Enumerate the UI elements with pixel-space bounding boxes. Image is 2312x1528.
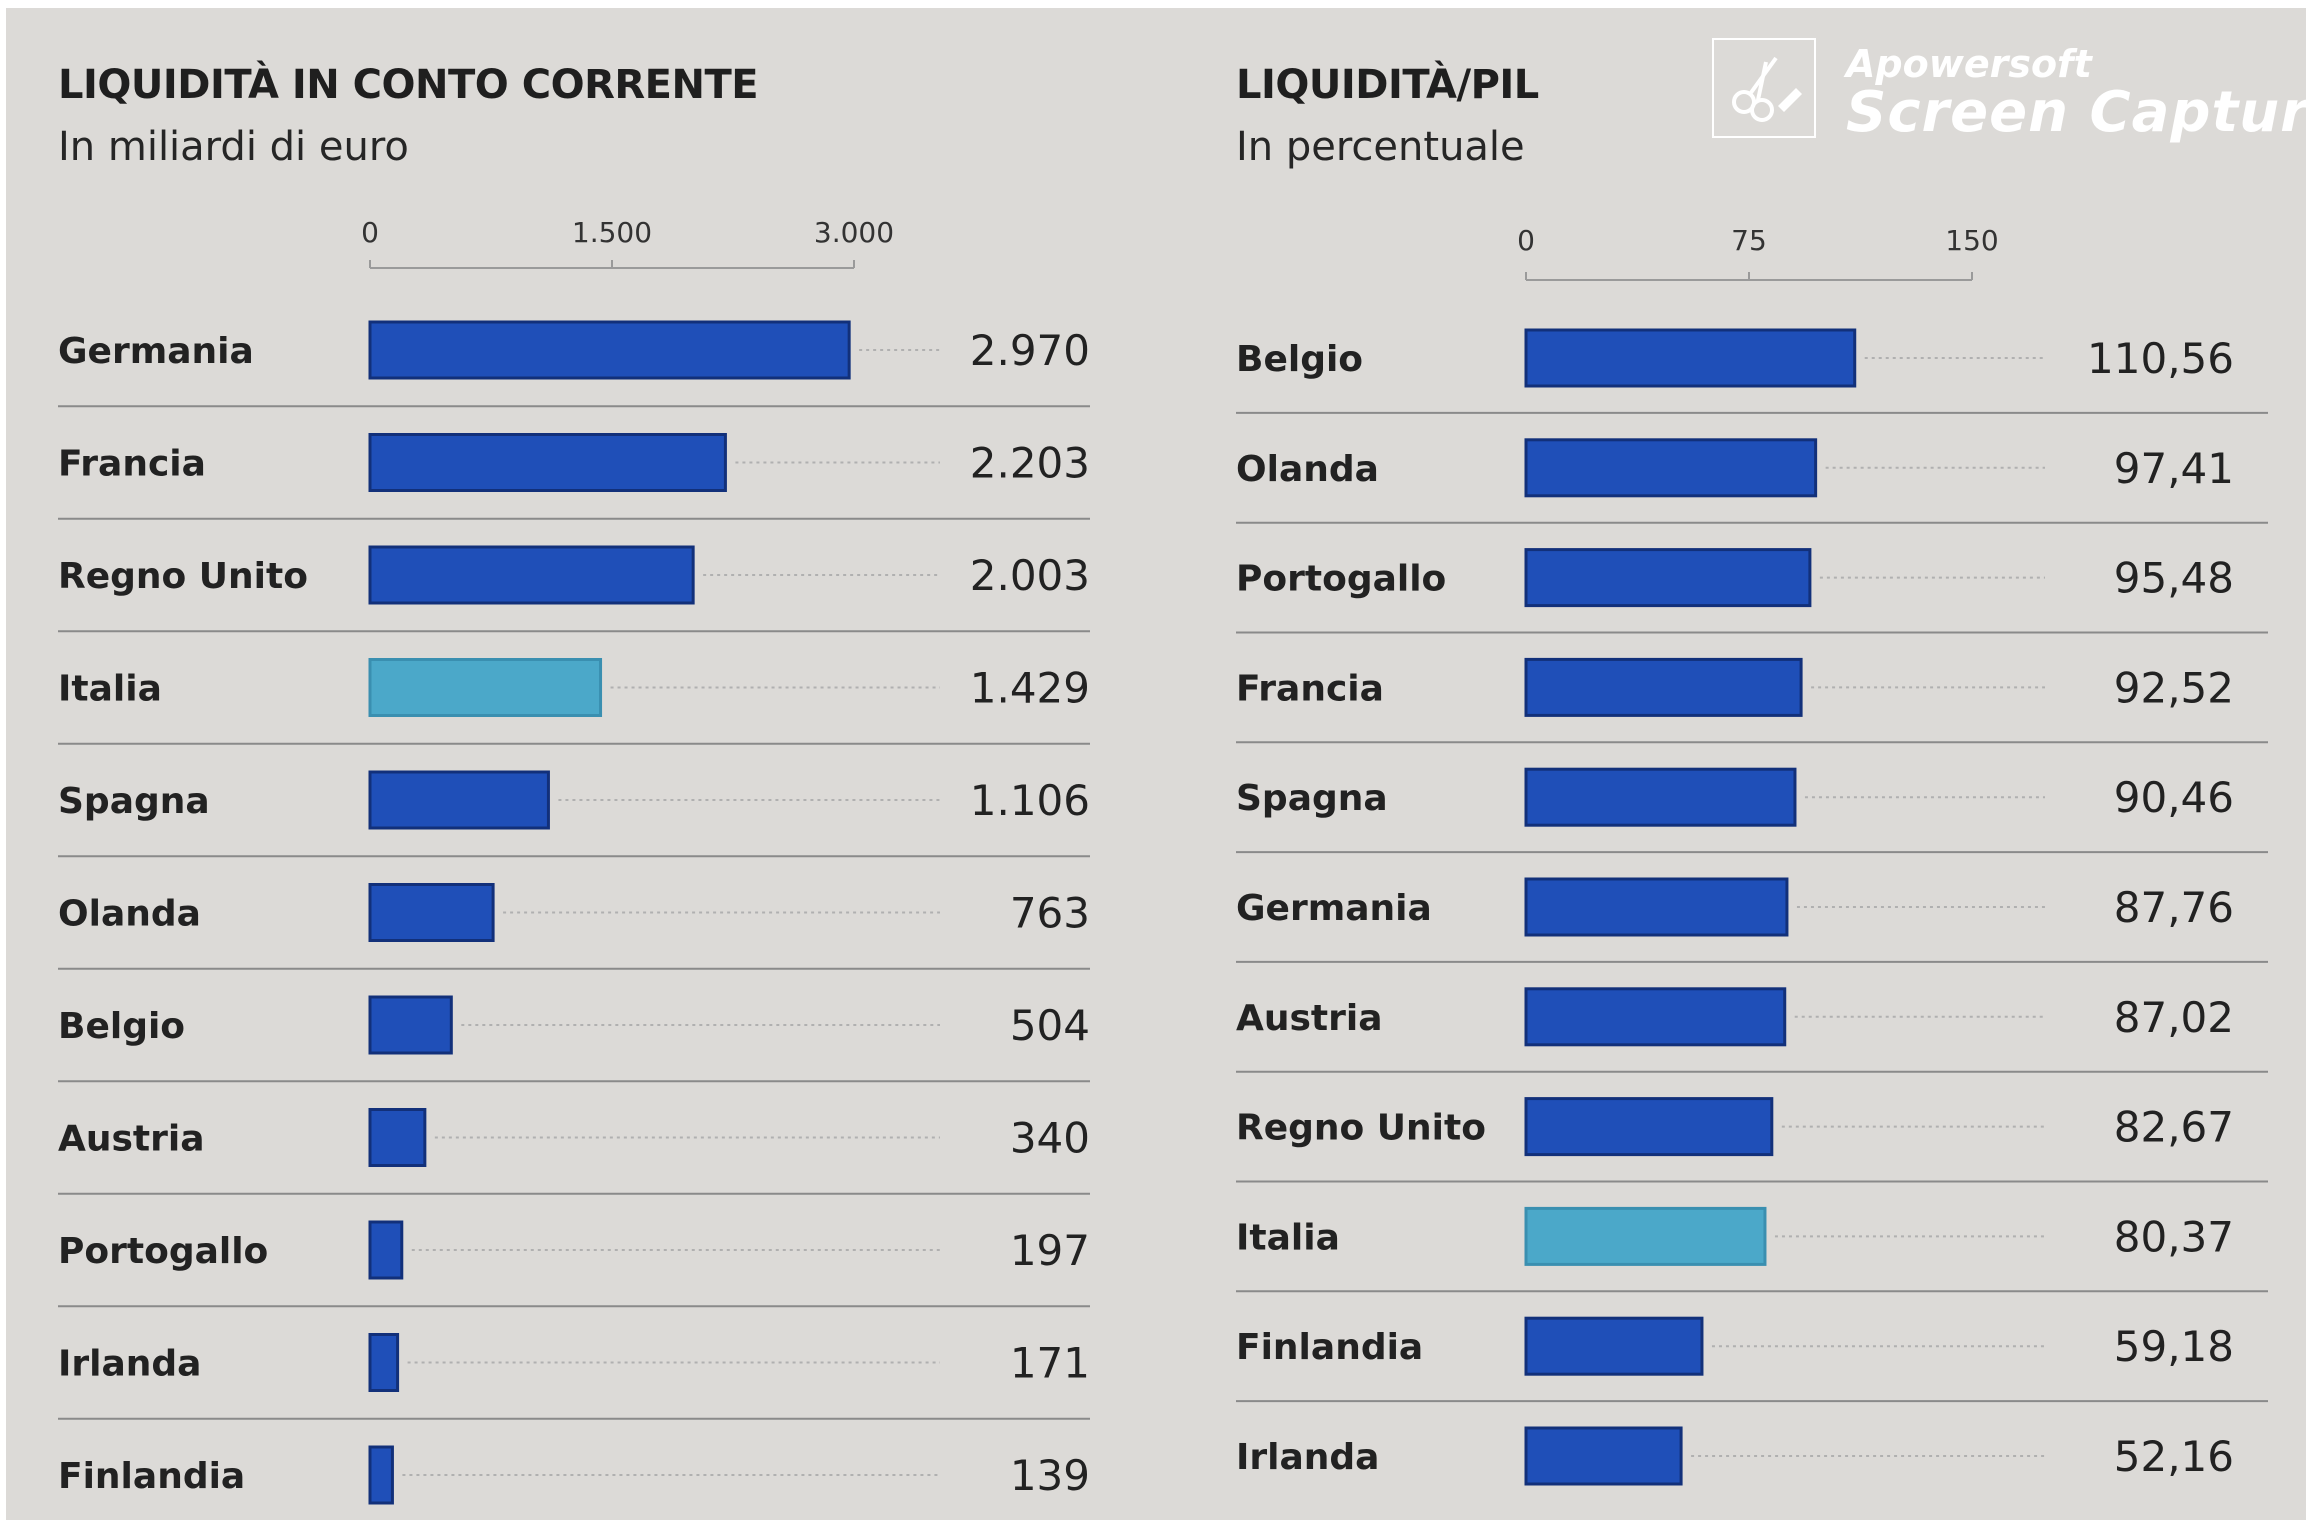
bar — [368, 995, 453, 1055]
category-label: Germania — [58, 331, 254, 372]
bar — [1524, 438, 1818, 498]
tick-label: 0 — [1517, 224, 1535, 257]
tick-label: 0 — [361, 216, 379, 249]
category-label: Finlandia — [1236, 1327, 1423, 1368]
category-label: Regno Unito — [1236, 1108, 1486, 1149]
left-chart-subtitle: In miliardi di euro — [58, 124, 409, 170]
value-label: 80,37 — [2114, 1212, 2234, 1261]
value-label: 197 — [1010, 1226, 1090, 1275]
value-label: 92,52 — [2114, 663, 2234, 712]
category-label: Spagna — [58, 781, 210, 822]
value-label: 87,76 — [2114, 883, 2234, 932]
watermark-product: Screen Capture — [1846, 80, 2312, 145]
category-label: Belgio — [1236, 339, 1363, 380]
category-label: Portogallo — [1236, 559, 1446, 600]
bar — [1524, 548, 1812, 608]
value-label: 110,56 — [2087, 334, 2234, 383]
value-label: 763 — [1010, 889, 1090, 938]
bar — [368, 770, 550, 830]
value-label: 2.970 — [970, 326, 1090, 375]
bar — [368, 883, 495, 942]
value-label: 87,02 — [2114, 993, 2234, 1042]
value-label: 139 — [1010, 1451, 1090, 1500]
value-label: 1.106 — [970, 776, 1090, 825]
value-label: 2.203 — [970, 439, 1090, 488]
category-label: Regno Unito — [58, 556, 308, 597]
tick-label: 3.000 — [814, 216, 894, 249]
category-label: Francia — [1236, 668, 1384, 709]
category-label: Finlandia — [58, 1456, 245, 1497]
value-label: 171 — [1010, 1339, 1090, 1388]
value-label: 340 — [1010, 1114, 1090, 1163]
bar — [368, 545, 695, 605]
category-label: Portogallo — [58, 1231, 268, 1272]
bar — [1524, 877, 1789, 937]
bar — [1524, 767, 1797, 827]
tick-label: 1.500 — [572, 216, 652, 249]
category-label: Germania — [1236, 888, 1432, 929]
category-label: Italia — [1236, 1217, 1340, 1258]
value-label: 97,41 — [2114, 444, 2234, 493]
category-label: Olanda — [1236, 449, 1379, 490]
bar — [1524, 1426, 1683, 1486]
value-label: 2.003 — [970, 551, 1090, 600]
watermark: Apowersoft Screen Capture — [1712, 36, 2312, 146]
value-label: 95,48 — [2114, 554, 2234, 603]
bar — [368, 1333, 400, 1392]
category-label: Italia — [58, 669, 162, 710]
bar — [368, 1220, 404, 1280]
category-label: Francia — [58, 444, 206, 485]
bar — [1524, 1316, 1704, 1376]
scissors-icon — [1712, 38, 1816, 138]
bar — [368, 1445, 394, 1505]
category-label: Irlanda — [58, 1344, 201, 1385]
value-label: 90,46 — [2114, 773, 2234, 822]
tick-label: 150 — [1945, 224, 1998, 257]
value-label: 504 — [1010, 1001, 1090, 1050]
bar — [1524, 657, 1803, 717]
right-chart-subtitle: In percentuale — [1236, 124, 1525, 170]
category-label: Belgio — [58, 1006, 185, 1047]
value-label: 1.429 — [970, 664, 1090, 713]
bar — [368, 433, 727, 492]
category-label: Spagna — [1236, 778, 1388, 819]
tick-label: 75 — [1731, 224, 1767, 257]
bar — [368, 1108, 427, 1167]
bar — [368, 320, 851, 380]
bar — [1524, 1097, 1774, 1157]
value-label: 82,67 — [2114, 1103, 2234, 1152]
category-label: Irlanda — [1236, 1437, 1379, 1478]
bar — [1524, 328, 1857, 388]
value-label: 59,18 — [2114, 1322, 2234, 1371]
right-chart-title: LIQUIDITÀ/PIL — [1236, 62, 1539, 108]
category-label: Austria — [1236, 998, 1383, 1039]
left-chart-title: LIQUIDITÀ IN CONTO CORRENTE — [58, 62, 759, 108]
bar — [1524, 987, 1787, 1047]
value-label: 52,16 — [2114, 1432, 2234, 1481]
bar-highlight — [1524, 1206, 1767, 1266]
category-label: Olanda — [58, 894, 201, 935]
watermark-brand: Apowersoft — [1846, 42, 2092, 86]
category-label: Austria — [58, 1119, 205, 1160]
bar-highlight — [368, 658, 603, 717]
